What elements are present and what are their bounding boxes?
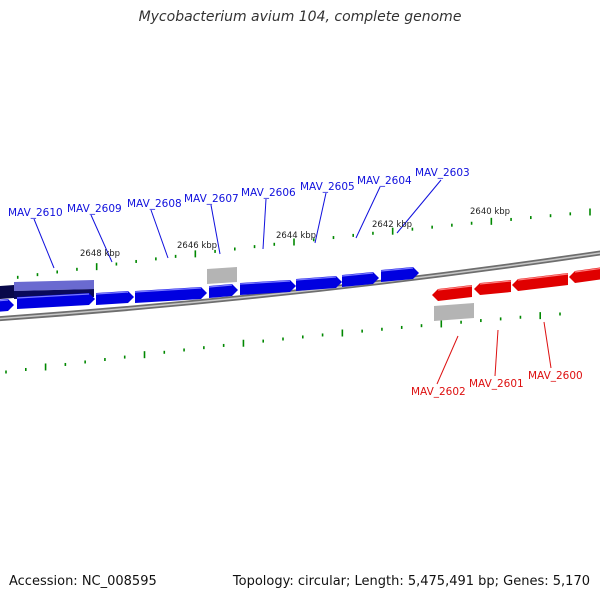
gene-label-mav-2610[interactable]: MAV_2610 <box>8 207 63 219</box>
arrow-shine <box>380 267 414 272</box>
kbp-ruler-ticks <box>5 208 591 374</box>
arrow-shine <box>0 299 9 302</box>
ruler-label: 2640 kbp <box>470 207 510 217</box>
reverse-label-lines <box>436 321 552 385</box>
gene-label-mav-2600[interactable]: MAV_2600 <box>528 370 583 382</box>
forward-gene-arrow[interactable] <box>381 267 419 282</box>
arrow-shine <box>134 287 202 293</box>
gene-block-highlight[interactable] <box>14 280 94 291</box>
genome-summary-text: Topology: circular; Length: 5,475,491 bp… <box>232 574 590 589</box>
pseudo-gene-block[interactable] <box>434 303 474 321</box>
label-leader-line <box>150 209 169 259</box>
forward-gene-arrow[interactable] <box>209 284 238 298</box>
label-leader-line <box>494 329 499 377</box>
forward-gene-arrows <box>0 267 419 312</box>
gene-label-mav-2604[interactable]: MAV_2604 <box>357 175 412 187</box>
gene-label-mav-2603[interactable]: MAV_2603 <box>415 167 470 179</box>
forward-gene-arrow[interactable] <box>96 291 134 305</box>
accession-text: Accession: NC_008595 <box>9 574 157 589</box>
gene-label-mav-2605[interactable]: MAV_2605 <box>300 181 355 193</box>
forward-label-lines <box>33 179 442 269</box>
gene-label-mav-2602[interactable]: MAV_2602 <box>411 386 466 398</box>
ruler-label: 2646 kbp <box>177 241 217 251</box>
label-leader-line <box>90 214 113 263</box>
forward-gene-arrow[interactable] <box>342 272 379 287</box>
label-leader-line <box>543 321 552 369</box>
pseudo-gene-block[interactable] <box>207 267 237 284</box>
label-leader-line <box>210 204 221 255</box>
reverse-gene-arrow[interactable] <box>512 273 568 291</box>
label-leader-line <box>355 186 381 239</box>
reverse-gene-arrows <box>432 267 600 301</box>
label-leader-line <box>33 218 55 269</box>
forward-gene-arrow[interactable] <box>296 276 342 291</box>
gene-label-mav-2609[interactable]: MAV_2609 <box>67 203 122 215</box>
ruler-label: 2648 kbp <box>80 249 120 259</box>
gene-label-mav-2607[interactable]: MAV_2607 <box>184 193 239 205</box>
reverse-gene-arrow[interactable] <box>432 285 472 301</box>
gene-block-edge[interactable] <box>0 285 14 299</box>
arrow-shine <box>295 276 337 281</box>
genome-backbone-highlight <box>0 252 600 320</box>
label-leader-line <box>314 192 327 244</box>
ruler-label: 2644 kbp <box>276 231 316 241</box>
arrow-shine <box>517 273 569 281</box>
forward-gene-arrow[interactable] <box>0 299 14 312</box>
gene-label-mav-2608[interactable]: MAV_2608 <box>127 198 182 210</box>
label-leader-line <box>436 335 459 385</box>
page-title: Mycobacterium avium 104, complete genome <box>138 9 462 25</box>
arrow-shine <box>574 267 600 273</box>
ruler-label: 2642 kbp <box>372 220 412 230</box>
arrow-shine <box>239 280 291 285</box>
arrow-shine <box>16 293 90 299</box>
gene-label-mav-2601[interactable]: MAV_2601 <box>469 378 524 390</box>
arrow-shine <box>208 284 233 288</box>
arrow-shine <box>341 272 374 277</box>
gene-label-mav-2606[interactable]: MAV_2606 <box>241 187 296 199</box>
label-leader-line <box>396 179 442 234</box>
arrow-shine <box>95 291 129 295</box>
arrow-shine <box>437 285 473 291</box>
label-leader-line <box>262 198 267 250</box>
arrow-shine <box>479 280 512 285</box>
